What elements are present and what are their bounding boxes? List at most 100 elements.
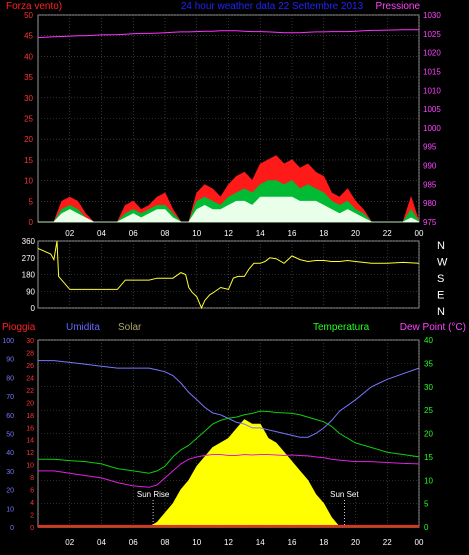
pressure-axis-label: Pressione [376,1,421,12]
x-tick-label-top: 04 [97,229,106,238]
humidity-tick-label: 30 [6,469,14,476]
rain-tick-label: 8 [30,475,34,482]
x-tick-label-top: 12 [224,229,233,238]
temperature-tick-label: 25 [424,406,433,415]
humidity-tick-label: 70 [6,394,14,401]
compass-label: S [437,273,444,285]
temp-humidity-series: Sun Rise Sun Set [38,360,420,528]
pressure-tick-label: 975 [423,218,437,227]
temperature-tick-label: 15 [424,453,433,462]
dewpoint-line [38,453,420,488]
pressure-tick-label: 1020 [423,49,441,58]
temperature-tick-label: 40 [424,336,433,345]
temp-humidity-grid [38,339,420,528]
wind-pressure-grid [38,14,420,223]
wind-axis-label: Forza vento) [6,1,62,12]
temperature-axis-label: Temperatura [313,322,370,333]
x-tick-label-bottom: 20 [351,538,360,547]
x-tick-label-bottom: 00 [415,538,424,547]
pressure-tick-label: 980 [423,199,437,208]
rain-tick-label: 28 [26,350,34,357]
x-tick-label-top: 06 [129,229,138,238]
rain-tick-label: 26 [26,363,34,370]
x-tick-label-top: 10 [192,229,201,238]
temperature-line [38,410,420,474]
temperature-tick-label: 5 [424,500,429,509]
x-tick-label-bottom: 08 [161,538,170,547]
humidity-tick-label: 0 [10,525,14,532]
rain-tick-label: 2 [30,513,34,520]
pressure-tick-label: 1025 [423,30,441,39]
direction-tick-label: 0 [31,304,36,313]
pressure-tick-label: 1015 [423,67,441,76]
direction-series [37,240,420,310]
humidity-tick-label: 90 [6,357,14,364]
solar-axis-label: Solar [118,322,142,333]
wind-tick-label: 50 [24,11,33,20]
compass-label: E [437,290,444,302]
x-tick-label-top: 08 [161,229,170,238]
temperature-tick-label: 30 [424,383,433,392]
temperature-tick-label: 10 [424,476,433,485]
wind-tick-label: 5 [29,197,34,206]
wind-tick-label: 45 [24,32,33,41]
humidity-tick-label: 80 [6,375,14,382]
humidity-tick-label: 40 [6,450,14,457]
wind-tick-label: 40 [24,52,33,61]
humidity-tick-label: 10 [6,506,14,513]
wind-pressure-series [37,29,420,223]
x-tick-label-bottom: 22 [383,538,392,547]
direction-tick-label: 270 [22,254,36,263]
rain-bar [38,525,419,527]
x-tick-label-top: 20 [351,229,360,238]
compass-label: N [437,306,445,318]
temperature-tick-label: 20 [424,430,433,439]
rain-axis-label: Pioggia [2,322,36,333]
rain-tick-label: 22 [26,388,34,395]
rain-tick-label: 14 [26,438,34,445]
direction-tick-label: 360 [22,237,36,246]
wind-tick-label: 20 [24,135,33,144]
pressure-tick-label: 1000 [423,124,441,133]
wind-tick-label: 25 [24,115,33,124]
humidity-axis-label: Umidita [66,322,100,333]
wind-tick-label: 0 [29,218,34,227]
temperature-tick-label: 0 [424,523,429,532]
humidity-line [38,360,420,438]
dewpoint-axis-label: Dew Point (°C) [400,322,466,333]
chart-title: 24 hour weather data 22 Settembre 2013 [181,1,364,12]
x-tick-label-top: 00 [415,229,424,238]
sun-annotation-label: Sun Set [330,490,359,499]
x-tick-label-top: 18 [319,229,328,238]
direction-tick-label: 180 [22,271,36,280]
wind-tick-label: 10 [24,177,33,186]
rain-tick-label: 10 [26,463,34,470]
x-tick-label-bottom: 10 [192,538,201,547]
x-tick-label-bottom: 12 [224,538,233,547]
pressure-tick-label: 1010 [423,86,441,95]
rain-tick-label: 6 [30,488,34,495]
x-tick-label-bottom: 02 [65,538,74,547]
pressure-tick-label: 990 [423,162,437,171]
direction-grid [38,240,420,309]
temperature-tick-label: 35 [424,359,433,368]
sun-annotation-label: Sun Rise [137,490,170,499]
wind-tick-label: 30 [24,94,33,103]
x-tick-label-bottom: 18 [319,538,328,547]
x-tick-label-top: 22 [383,229,392,238]
x-tick-label-top: 14 [256,229,265,238]
rain-tick-label: 24 [26,375,34,382]
x-tick-label-bottom: 14 [256,538,265,547]
rain-tick-label: 4 [30,500,34,507]
x-tick-label-bottom: 16 [288,538,297,547]
wind-tick-label: 35 [24,73,33,82]
rain-tick-label: 30 [26,338,34,345]
x-tick-label-top: 16 [288,229,297,238]
rain-tick-label: 18 [26,413,34,420]
rain-tick-label: 20 [26,400,34,407]
humidity-tick-label: 60 [6,413,14,420]
x-tick-label-top: 02 [65,229,74,238]
x-tick-label-bottom: 04 [97,538,106,547]
axis-tick-labels: 0202040406060808101012121414161618182020… [2,11,448,547]
